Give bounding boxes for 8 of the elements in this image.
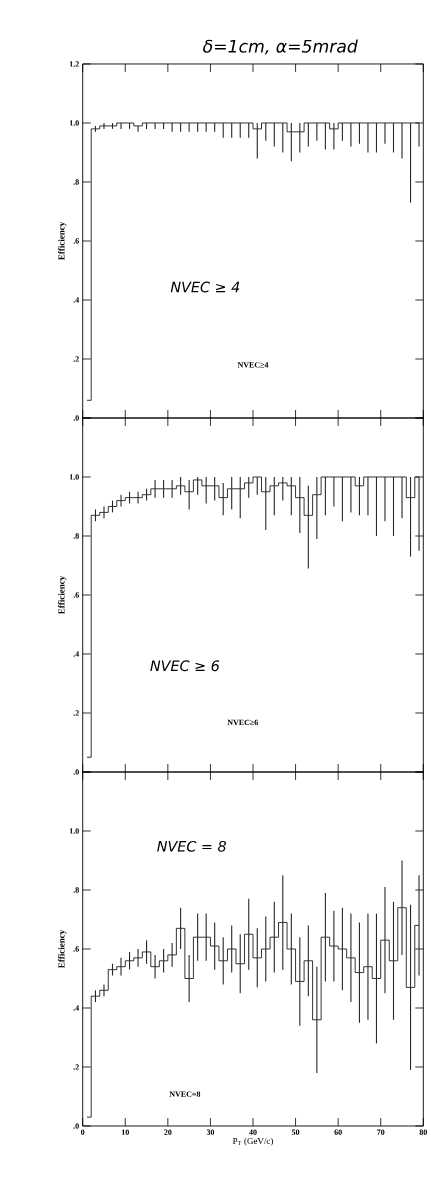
y-axis-title: Efficiency	[58, 575, 67, 614]
annotation: NVEC ≥ 4	[170, 281, 240, 293]
y-axis-title: Efficiency	[58, 929, 67, 969]
annotation: NVEC ≥ 6	[150, 660, 220, 672]
x-axis-title: P$_{T}$ (GeV/c)	[232, 1137, 273, 1146]
chart-title: δ=1cm, α=5mrad	[203, 39, 358, 55]
annotation: NVEC = 8	[157, 840, 226, 852]
y-axis-title: Efficiency	[58, 221, 67, 260]
